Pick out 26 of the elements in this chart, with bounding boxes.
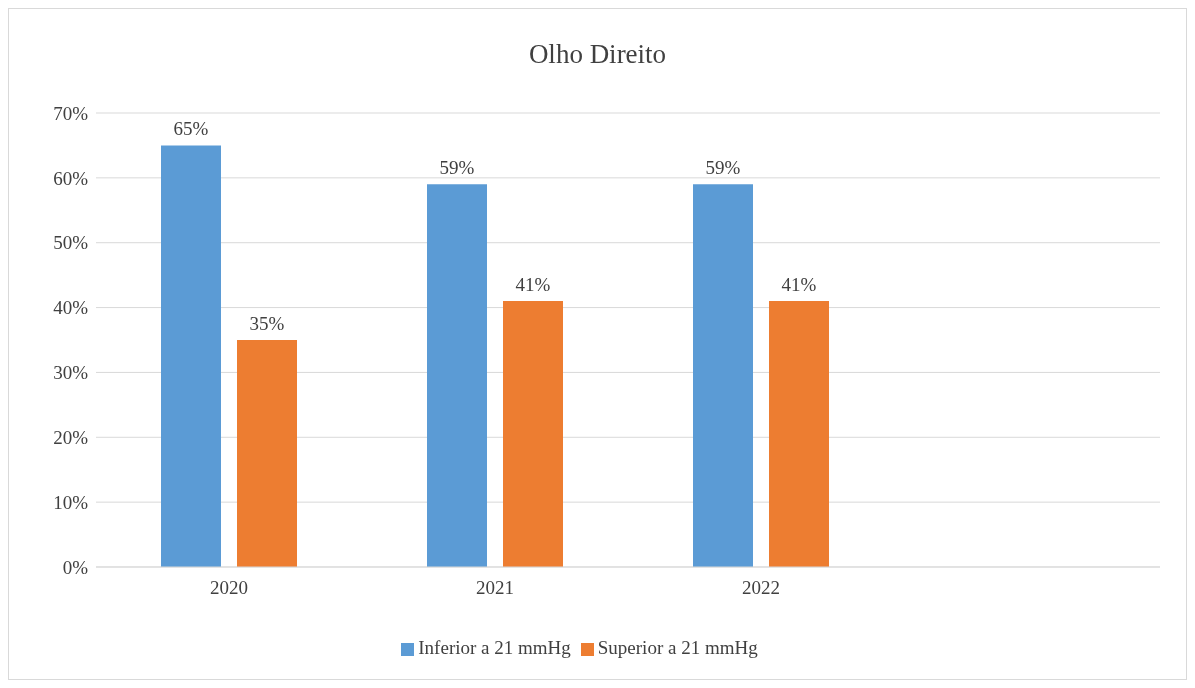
data-label: 41% xyxy=(515,274,551,296)
y-tick-label: 30% xyxy=(53,362,89,384)
bar xyxy=(161,145,221,567)
y-tick-label: 20% xyxy=(53,427,89,449)
data-label: 41% xyxy=(781,274,817,296)
bar xyxy=(237,340,297,567)
y-tick-label: 70% xyxy=(53,102,89,124)
y-tick-label: 60% xyxy=(53,167,89,189)
bar xyxy=(693,184,753,567)
x-tick-label: 2022 xyxy=(742,577,780,599)
x-tick-label: 2021 xyxy=(476,577,514,599)
chart-title: Olho Direito xyxy=(527,39,668,70)
bar xyxy=(769,301,829,567)
legend-label: Inferior a 21 mmHg xyxy=(418,637,571,658)
y-tick-label: 40% xyxy=(53,297,89,319)
data-label: 65% xyxy=(173,118,209,140)
bar xyxy=(503,301,563,567)
y-tick-label: 0% xyxy=(62,556,89,578)
data-label: 59% xyxy=(439,157,475,179)
legend-label: Superior a 21 mmHg xyxy=(597,637,758,658)
x-tick-label: 2020 xyxy=(210,577,248,599)
y-tick-label: 50% xyxy=(53,232,89,254)
y-tick-label: 10% xyxy=(53,491,89,513)
bar xyxy=(427,184,487,567)
data-label: 35% xyxy=(249,313,285,334)
data-label: 59% xyxy=(705,157,741,179)
